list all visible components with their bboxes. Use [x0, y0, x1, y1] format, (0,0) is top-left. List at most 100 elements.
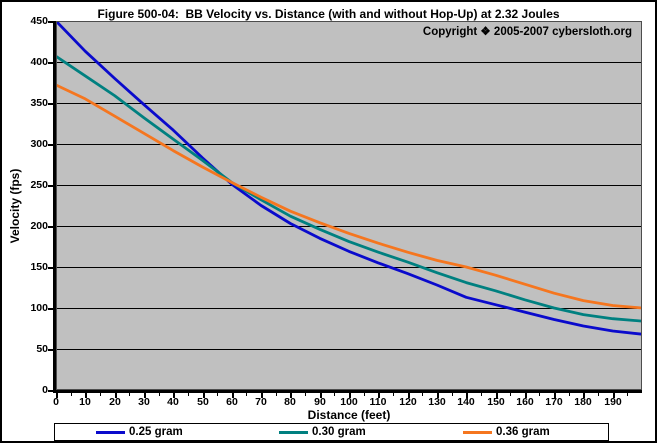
legend: 0.25 gram 0.30 gram 0.36 gram [54, 423, 609, 441]
y-axis [53, 21, 56, 393]
x-tick-label-100: 100 [340, 396, 358, 408]
legend-line-swatch-036 [463, 430, 492, 434]
plot-area: Copyright ❖ 2005-2007 cybersloth.org [56, 21, 642, 390]
x-minor-tick-95 [334, 393, 335, 396]
y-tick-0 [48, 390, 53, 392]
x-minor-tick-45 [188, 393, 189, 396]
x-tick-160 [525, 393, 527, 398]
gridline-250 [56, 185, 642, 186]
x-minor-tick-125 [422, 393, 423, 396]
series-line-0-30-gram [56, 55, 642, 323]
x-tick-50 [203, 393, 205, 398]
x-tick-label-170: 170 [545, 396, 563, 408]
gridline-300 [56, 144, 642, 145]
gridline-200 [56, 226, 642, 227]
x-tick-label-80: 80 [284, 396, 296, 408]
x-tick-60 [232, 393, 234, 398]
y-tick-label-250: 250 [30, 179, 48, 191]
x-minor-tick-185 [598, 393, 599, 396]
x-tick-150 [496, 393, 498, 398]
legend-label: 0.36 gram [496, 426, 550, 438]
x-axis-title: Distance (feet) [307, 408, 391, 422]
x-tick-170 [554, 393, 556, 398]
x-minor-tick-75 [276, 393, 277, 396]
x-minor-tick-85 [305, 393, 306, 396]
x-tick-label-120: 120 [399, 396, 417, 408]
series-line-0-36-gram [56, 83, 642, 310]
x-tick-110 [378, 393, 380, 398]
x-tick-label-0: 0 [53, 396, 59, 408]
x-tick-140 [466, 393, 468, 398]
x-minor-tick-105 [364, 393, 365, 396]
legend-label: 0.25 gram [129, 426, 183, 438]
gridline-350 [56, 103, 642, 104]
y-tick-label-400: 400 [30, 56, 48, 68]
x-tick-120 [408, 393, 410, 398]
x-tick-label-60: 60 [226, 396, 238, 408]
y-tick-200 [48, 226, 53, 228]
y-tick-label-200: 200 [30, 220, 48, 232]
x-tick-90 [320, 393, 322, 398]
x-minor-tick-115 [393, 393, 394, 396]
x-minor-tick-175 [569, 393, 570, 396]
x-tick-label-180: 180 [574, 396, 592, 408]
x-tick-label-140: 140 [457, 396, 475, 408]
y-tick-300 [48, 144, 53, 146]
x-minor-tick-195 [627, 393, 628, 396]
y-tick-400 [48, 62, 53, 64]
x-tick-label-30: 30 [138, 396, 150, 408]
gridline-100 [56, 308, 642, 309]
gridline-150 [56, 267, 642, 268]
x-tick-10 [85, 393, 87, 398]
x-tick-70 [261, 393, 263, 398]
x-tick-30 [144, 393, 146, 398]
legend-entry-025-gram: 0.25 gram [96, 424, 183, 440]
y-tick-250 [48, 185, 53, 187]
x-tick-label-90: 90 [314, 396, 326, 408]
y-tick-450 [48, 21, 53, 23]
x-tick-100 [349, 393, 351, 398]
x-tick-80 [290, 393, 292, 398]
y-tick-label-450: 450 [30, 15, 48, 27]
x-minor-tick-65 [246, 393, 247, 396]
x-minor-tick-25 [129, 393, 130, 396]
legend-line-swatch-025 [96, 430, 125, 434]
y-axis-title: Velocity (fps) [8, 168, 22, 244]
gridline-400 [56, 62, 642, 63]
x-tick-label-130: 130 [428, 396, 446, 408]
y-tick-label-300: 300 [30, 138, 48, 150]
x-minor-tick-5 [71, 393, 72, 396]
x-tick-label-190: 190 [604, 396, 622, 408]
x-minor-tick-145 [481, 393, 482, 396]
data-series-layer [56, 21, 642, 336]
x-tick-20 [115, 393, 117, 398]
x-tick-label-70: 70 [255, 396, 267, 408]
x-minor-tick-55 [217, 393, 218, 396]
x-tick-40 [173, 393, 175, 398]
x-minor-tick-165 [539, 393, 540, 396]
y-tick-label-100: 100 [30, 302, 48, 314]
series-line-0-25-gram [56, 21, 642, 336]
x-tick-180 [583, 393, 585, 398]
legend-entry-036-gram: 0.36 gram [463, 424, 550, 440]
y-tick-label-350: 350 [30, 97, 48, 109]
legend-entry-030-gram: 0.30 gram [279, 424, 366, 440]
chart-title: Figure 500-04: BB Velocity vs. Distance … [97, 7, 560, 21]
x-tick-label-40: 40 [167, 396, 179, 408]
x-tick-190 [613, 393, 615, 398]
x-tick-label-150: 150 [487, 396, 505, 408]
y-tick-350 [48, 103, 53, 105]
x-tick-label-10: 10 [79, 396, 91, 408]
y-tick-50 [48, 349, 53, 351]
legend-label: 0.30 gram [312, 426, 366, 438]
x-tick-label-160: 160 [516, 396, 534, 408]
x-minor-tick-155 [510, 393, 511, 396]
copyright-note: Copyright ❖ 2005-2007 cybersloth.org [422, 26, 632, 38]
x-minor-tick-35 [159, 393, 160, 396]
x-minor-tick-135 [452, 393, 453, 396]
x-tick-130 [437, 393, 439, 398]
y-tick-label-150: 150 [30, 261, 48, 273]
x-tick-label-50: 50 [197, 396, 209, 408]
y-tick-label-0: 0 [42, 384, 48, 396]
